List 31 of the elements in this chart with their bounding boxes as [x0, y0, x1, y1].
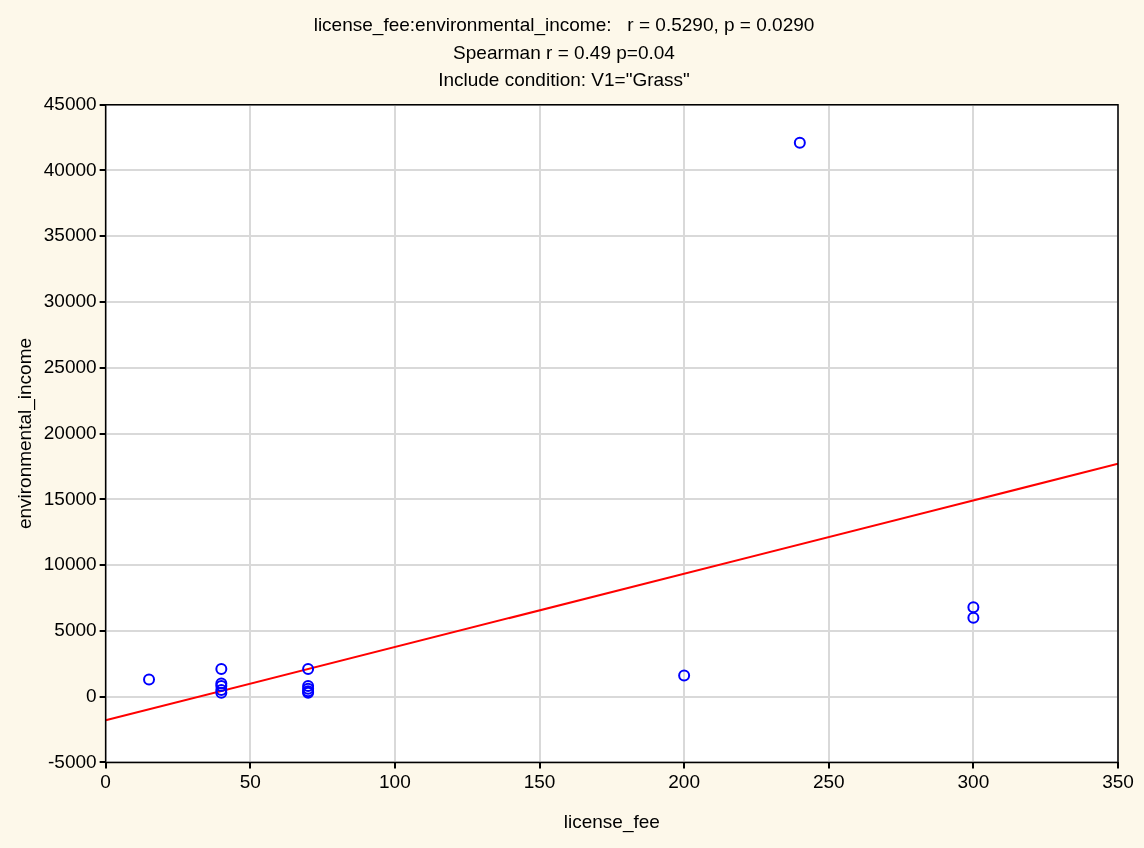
y-tick-label: 40000: [43, 158, 97, 180]
y-tick-label: -5000: [48, 750, 97, 772]
x-tick-label: 250: [812, 771, 845, 793]
y-axis-title: environmental_income: [13, 337, 36, 530]
point: [215, 663, 228, 675]
point: [793, 136, 806, 149]
y-tick-label: 15000: [43, 487, 97, 509]
y-tick-label: 30000: [43, 290, 97, 312]
x-tick-label: 200: [668, 771, 700, 793]
point: [678, 669, 691, 682]
text: Include condition: V1="Grass": [438, 69, 690, 91]
y-tick-label: 20000: [43, 421, 97, 443]
y-tick-label: 0: [86, 684, 97, 706]
y-tick-label: 35000: [43, 224, 97, 246]
x-tick-label: 50: [239, 771, 261, 793]
x-tick-label: 100: [379, 771, 411, 793]
x-tick-label: 150: [523, 771, 556, 793]
y-tick-label: 25000: [43, 355, 97, 377]
x-tick-label: 300: [957, 771, 990, 793]
chart-subtitle: Spearman r = 0.49 p=0.04: [453, 41, 676, 63]
x-tick-label: 0: [100, 771, 111, 793]
point: [143, 673, 156, 686]
point: [967, 601, 980, 614]
y-tick-label: 45000: [43, 92, 97, 114]
point: [302, 663, 315, 675]
x-axis-title: license_fee: [563, 810, 660, 833]
y-tick-label: 10000: [43, 553, 97, 575]
point: [967, 611, 980, 624]
y-tick-label: 5000: [54, 619, 97, 641]
x-tick-label: 350: [1102, 771, 1134, 793]
chart-title: license_fee:environmental_income: r = 0.5290, p = 0.0290: [313, 14, 815, 37]
